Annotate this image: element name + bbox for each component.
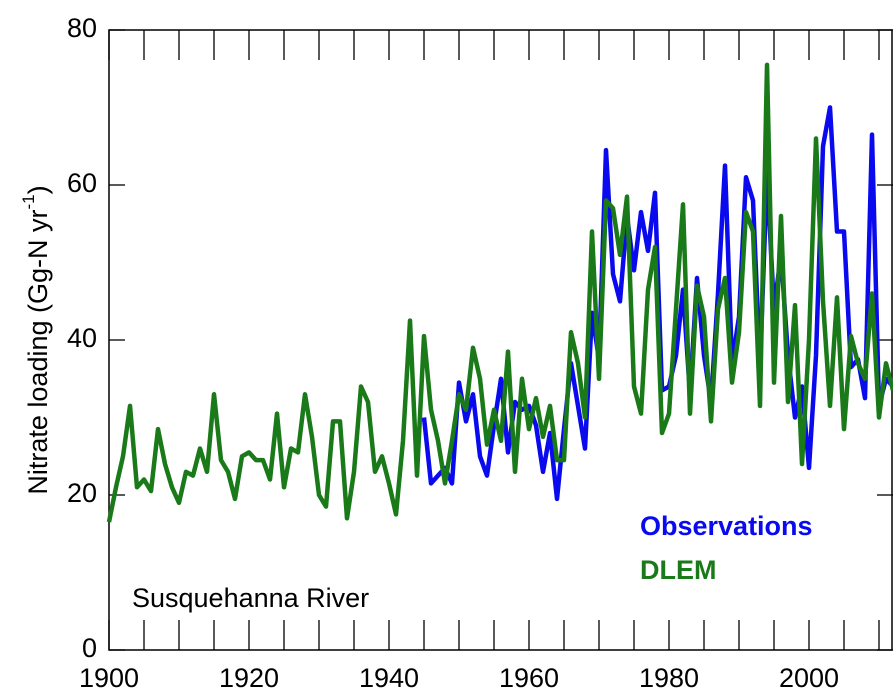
x-tick-label: 1960 xyxy=(499,663,559,693)
y-tick-label: 80 xyxy=(67,13,97,43)
annotation: Susquehanna River xyxy=(132,583,369,613)
y-tick-label: 60 xyxy=(67,168,97,198)
series-line xyxy=(106,62,893,523)
y-tick-label: 20 xyxy=(67,478,97,508)
x-tick-label: 1900 xyxy=(79,663,139,693)
x-tick-label: 1920 xyxy=(219,663,279,693)
y-axis-label: Nitrate loading (Gg-N yr-1) xyxy=(19,185,53,494)
x-tick-label: 1940 xyxy=(359,663,419,693)
x-tick-label: 2000 xyxy=(779,663,839,693)
y-tick-label: 0 xyxy=(82,633,97,663)
legend-label: Observations xyxy=(640,511,813,541)
x-tick-label: 1980 xyxy=(639,663,699,693)
y-label-superscript: -1 xyxy=(19,194,38,209)
legend-label: DLEM xyxy=(640,555,717,585)
y-label-main: Nitrate loading (Gg-N yr xyxy=(23,210,53,495)
y-label-end: ) xyxy=(23,185,53,194)
y-tick-label: 40 xyxy=(67,323,97,353)
